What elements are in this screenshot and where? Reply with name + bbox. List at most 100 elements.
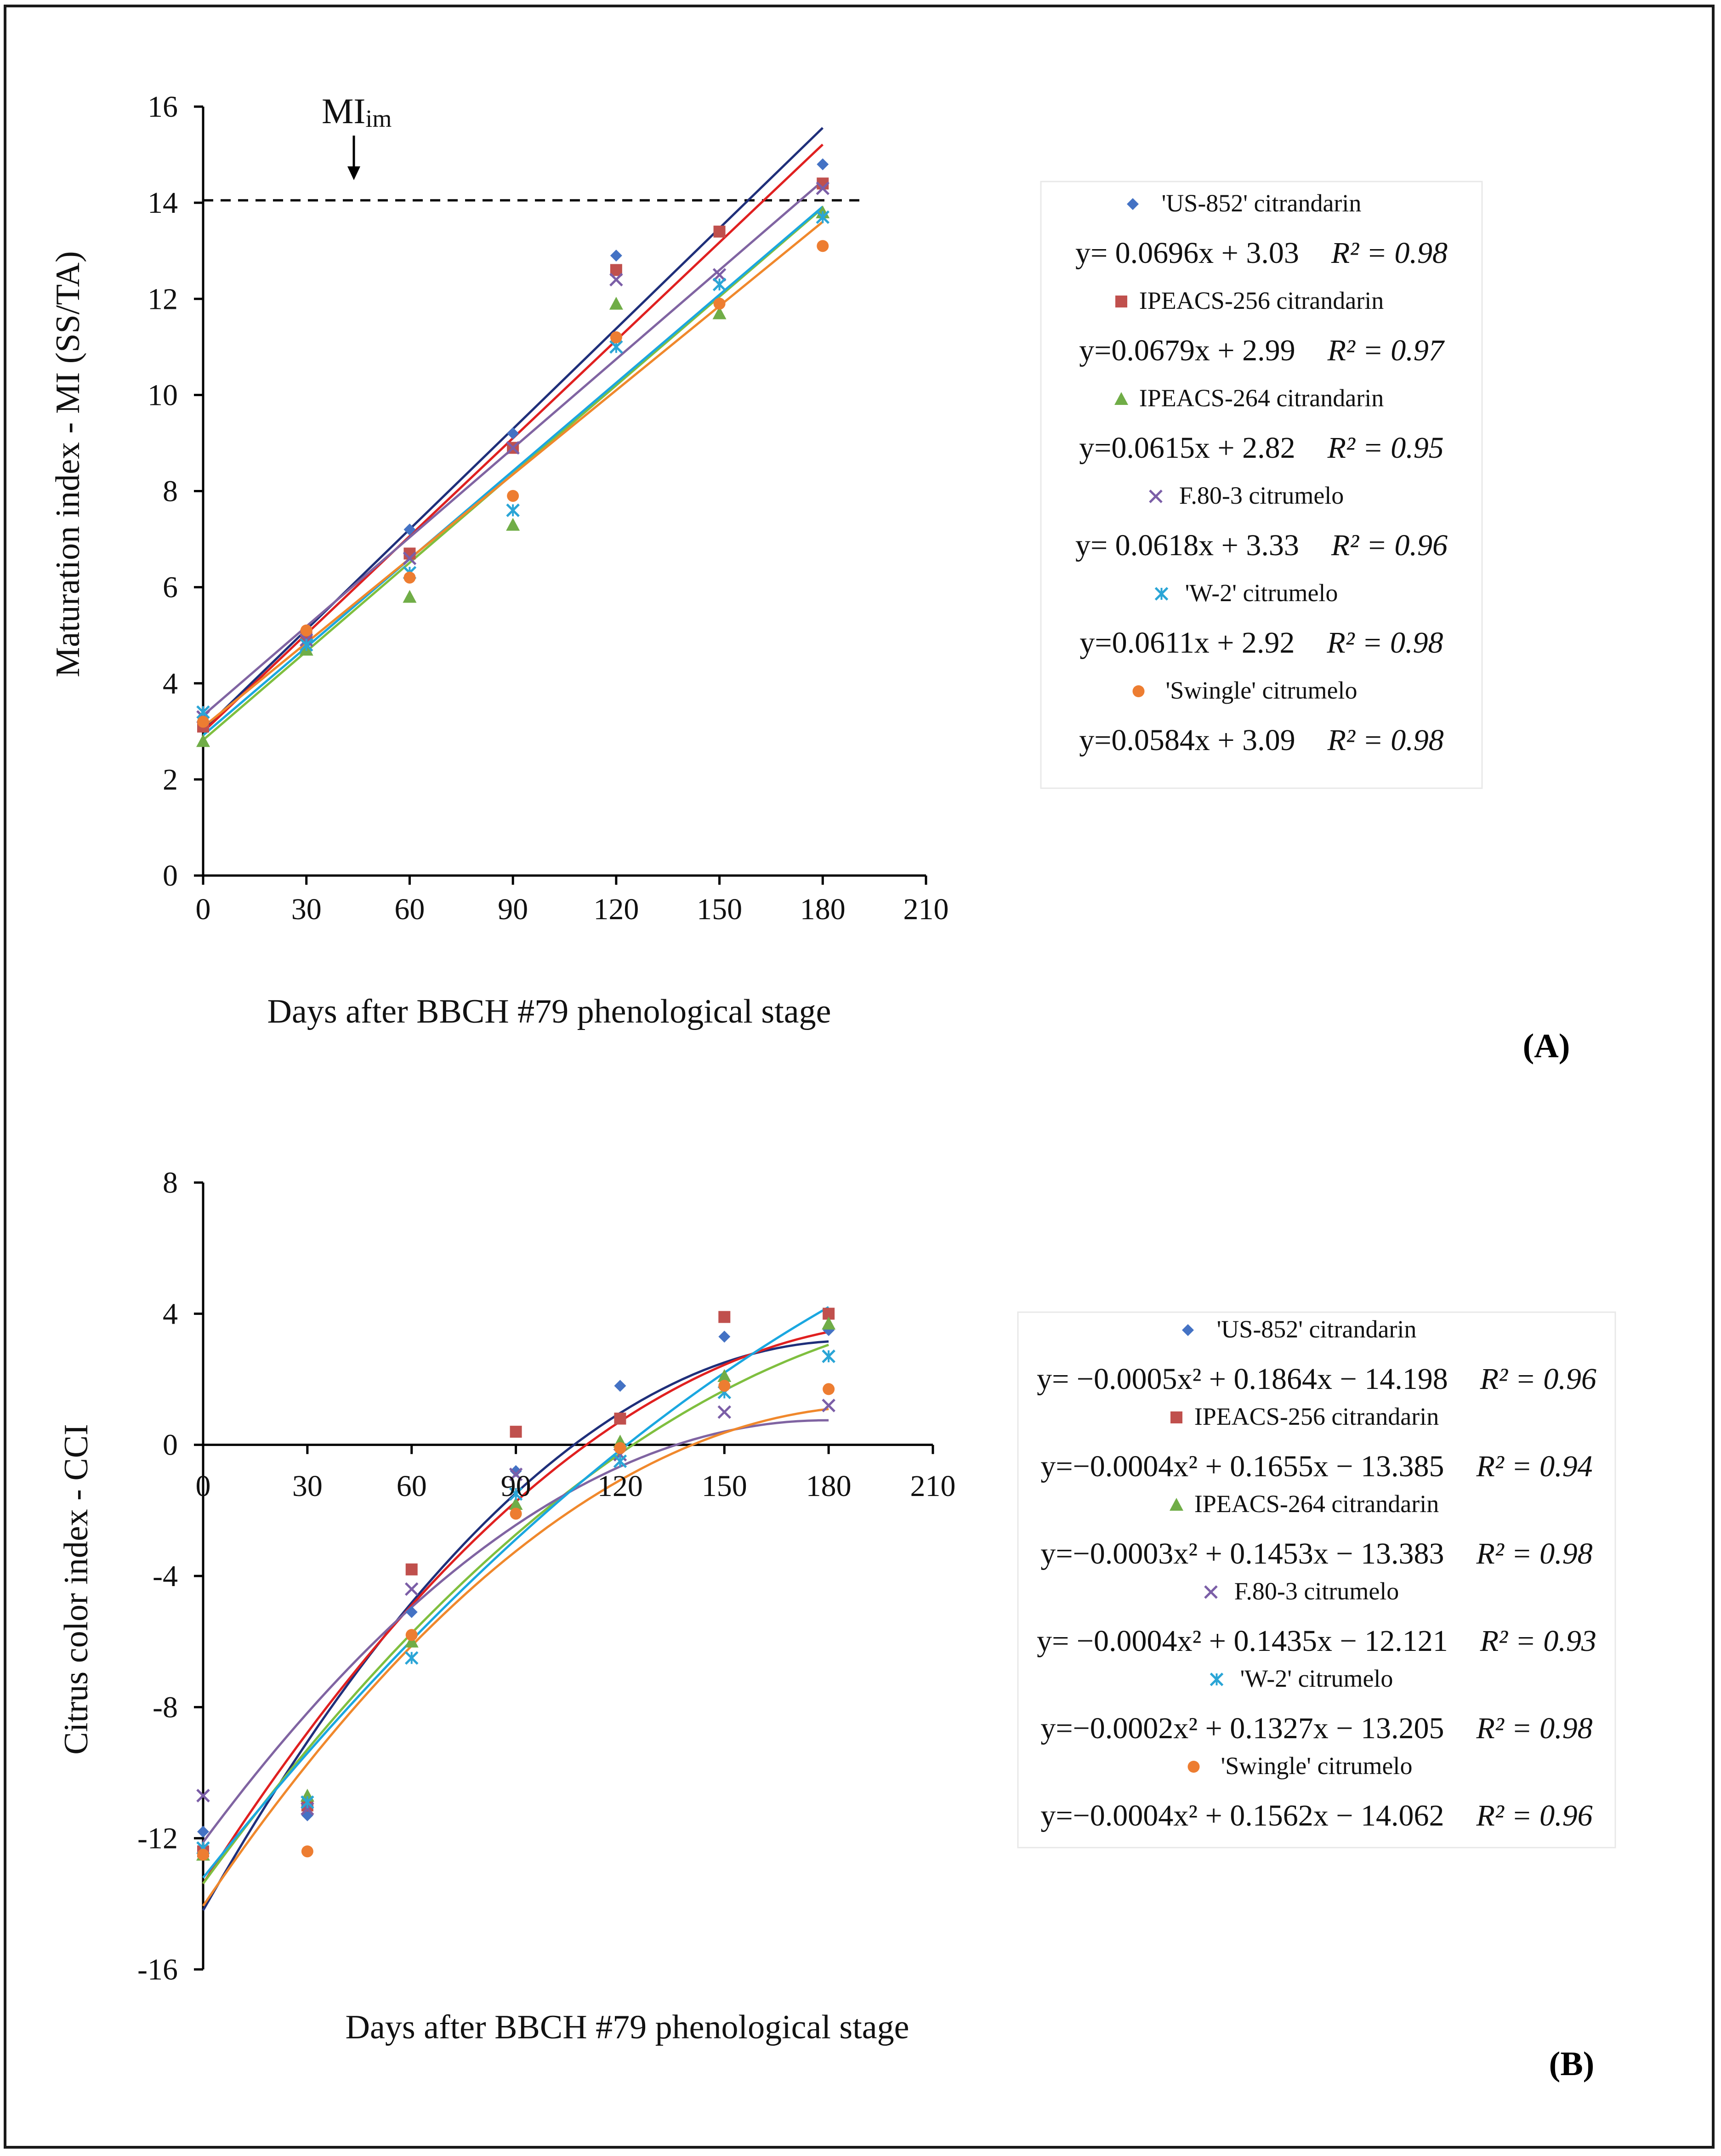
x-tick-label: 90: [501, 1469, 531, 1503]
legend-fit-5: y=−0.0002x² + 0.1327x − 13.205: [1040, 1712, 1444, 1745]
trendline-3: [202, 1343, 829, 1884]
data-point-s3-120: [609, 296, 623, 310]
panel-b-xlabel: Days after BBCH #79 phenological stage: [346, 2008, 909, 2046]
data-point-s3-0: [196, 734, 210, 747]
legend-fit-4: y= 0.0618x + 3.33: [1075, 529, 1299, 562]
data-point-s6-60: [405, 1629, 418, 1641]
legend-r2-2: R² = 0.94: [1476, 1450, 1593, 1483]
legend-marker-1: [1127, 198, 1139, 210]
figure-frame: [4, 5, 1715, 2149]
data-point-s5-30: [301, 1795, 314, 1809]
legend-r2-5: R² = 0.98: [1476, 1712, 1593, 1745]
data-point-s1-150: [718, 1331, 731, 1343]
y-tick-label: 0: [163, 1428, 178, 1462]
y-tick-label: 8: [163, 1166, 178, 1200]
legend-marker-2: [1115, 296, 1127, 307]
y-tick-label: 6: [163, 571, 178, 604]
data-point-s6-30: [300, 624, 312, 637]
data-point-s5-180: [816, 210, 830, 224]
mi-im-sub: im: [365, 105, 392, 132]
legend-name-6: 'Swingle' citrumelo: [1221, 1752, 1413, 1780]
trendline-2: [202, 1331, 829, 1884]
y-tick-label: 14: [148, 186, 178, 220]
legend-r2-2: R² = 0.97: [1327, 334, 1445, 367]
legend-equation-4: y= −0.0004x² + 0.1435x − 12.121 R² = 0.93: [1037, 1624, 1596, 1658]
legend-marker-3: [1114, 392, 1128, 405]
data-point-s5-30: [299, 638, 313, 652]
y-tick-label: 10: [148, 378, 178, 412]
legend-name-5: 'W-2' citrumelo: [1240, 1665, 1393, 1692]
y-tick-label: 4: [163, 1297, 178, 1331]
x-tick-label: 180: [806, 1469, 852, 1503]
legend-fit-2: y=−0.0004x² + 0.1655x − 13.385: [1040, 1450, 1444, 1483]
data-point-s3-60: [404, 1634, 419, 1648]
panel-b-legend: 'US-852' citrandarin y= −0.0005x² + 0.186…: [1037, 1315, 1596, 1832]
legend-r2-6: R² = 0.96: [1476, 1799, 1593, 1832]
legend-r2-3: R² = 0.98: [1476, 1537, 1593, 1570]
legend-name-5: 'W-2' citrumelo: [1185, 579, 1338, 607]
legend-marker-6: [1187, 1761, 1200, 1773]
legend-marker-6: [1132, 685, 1145, 697]
data-point-s6-180: [823, 1383, 835, 1395]
legend-name-2: IPEACS-256 citrandarin: [1139, 287, 1384, 314]
data-point-s5-60: [404, 1651, 419, 1665]
legend-r2-3: R² = 0.95: [1327, 431, 1444, 465]
data-point-s4-180: [816, 181, 830, 195]
legend-name-3: IPEACS-264 citrandarin: [1194, 1490, 1439, 1518]
x-tick-label: 120: [593, 893, 639, 926]
x-tick-label: 150: [697, 893, 742, 926]
legend-marker-5: [1154, 587, 1169, 601]
legend-name-1: 'US-852' citrandarin: [1162, 189, 1362, 217]
panel-a-label: (A): [1523, 1027, 1570, 1065]
legend-fit-6: y=0.0584x + 3.09: [1079, 723, 1295, 757]
data-point-s5-120: [613, 1454, 627, 1468]
trendline-6: [202, 1408, 829, 1907]
panel-a-legend: 'US-852' citrandarin y= 0.0696x + 3.03 R² …: [1075, 189, 1448, 757]
x-tick-label: 0: [196, 893, 211, 926]
legend-fit-5: y=0.0611x + 2.92: [1079, 626, 1295, 660]
y-tick-label: -16: [137, 1953, 178, 1986]
legend-name-4: F.80-3 citrumelo: [1179, 482, 1344, 509]
x-tick-label: 210: [910, 1469, 956, 1503]
legend-equation-6: y=−0.0004x² + 0.1562x − 14.062 R² = 0.96: [1040, 1799, 1592, 1832]
legend-marker-3: [1170, 1498, 1183, 1511]
mi-im-arrow-head: [347, 166, 360, 180]
x-tick-label: 150: [702, 1469, 747, 1503]
legend-fit-1: y= 0.0696x + 3.03: [1075, 236, 1299, 270]
legend-fit-2: y=0.0679x + 2.99: [1079, 334, 1295, 367]
data-point-s6-120: [614, 1442, 626, 1454]
trendline-5: [202, 205, 824, 736]
y-tick-label: 2: [163, 763, 178, 796]
legend-fit-3: y=0.0615x + 2.82: [1079, 431, 1295, 465]
data-point-s2-90: [510, 1426, 522, 1438]
legend-equation-4: y= 0.0618x + 3.33 R² = 0.96: [1075, 529, 1448, 562]
data-point-s1-60: [403, 523, 416, 536]
data-point-s1-90: [507, 427, 519, 440]
legend-equation-2: y=−0.0004x² + 0.1655x − 13.385 R² = 0.94: [1040, 1450, 1592, 1483]
data-point-s6-150: [718, 1380, 731, 1392]
data-point-s6-120: [610, 331, 622, 343]
y-tick-label: 16: [148, 90, 178, 124]
data-point-s1-120: [610, 250, 622, 262]
data-point-s6-60: [403, 571, 416, 584]
legend-marker-4: [1204, 1585, 1218, 1599]
x-tick-label: 180: [800, 893, 846, 926]
trendline-5: [202, 1306, 829, 1879]
x-tick-label: 30: [291, 893, 322, 926]
legend-equation-3: y=0.0615x + 2.82 R² = 0.95: [1079, 431, 1444, 465]
panel-a-points: [196, 158, 830, 747]
data-point-s3-90: [509, 1497, 523, 1510]
panel-a-ylabel: Maturation index - MI (SS/TA): [49, 251, 87, 677]
legend-equation-3: y=−0.0003x² + 0.1453x − 13.383 R² = 0.98: [1040, 1537, 1592, 1570]
legend-fit-3: y=−0.0003x² + 0.1453x − 13.383: [1040, 1537, 1444, 1570]
data-point-s5-150: [712, 278, 727, 291]
panel-b-label: (B): [1549, 2045, 1595, 2083]
panel-a-xlabel: Days after BBCH #79 phenological stage: [267, 993, 831, 1030]
data-point-s3-90: [506, 518, 520, 531]
data-point-s2-150: [718, 1311, 731, 1323]
legend-equation-1: y= −0.0005x² + 0.1864x − 14.198 R² = 0.96: [1037, 1362, 1596, 1396]
legend-fit-1: y= −0.0005x² + 0.1864x − 14.198: [1037, 1362, 1448, 1396]
data-point-s4-180: [822, 1399, 835, 1412]
data-point-s2-120: [614, 1412, 626, 1425]
data-point-s6-90: [510, 1507, 522, 1520]
